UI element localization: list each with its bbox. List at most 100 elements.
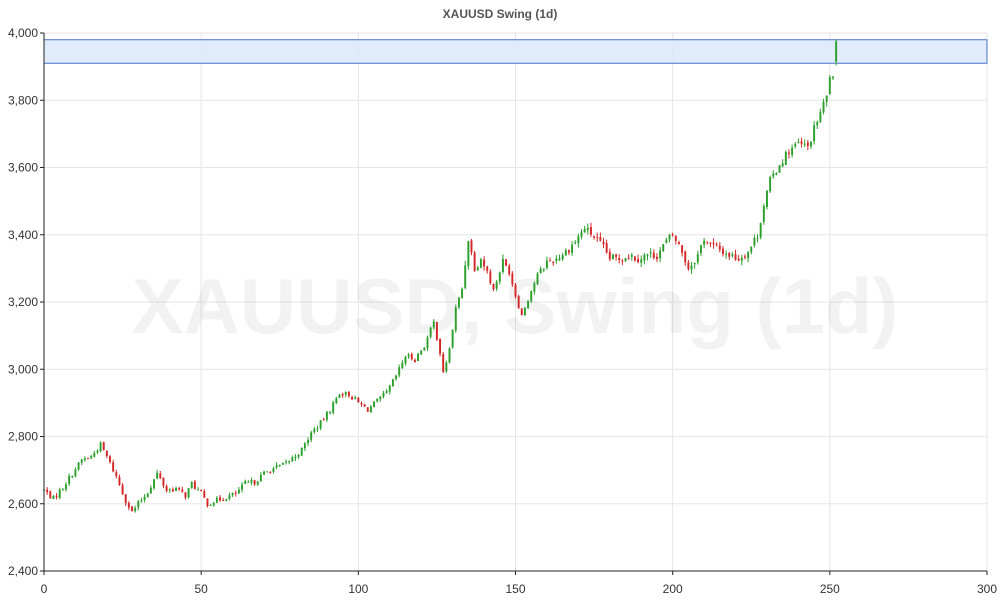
candle-body — [564, 250, 567, 256]
candle-body — [259, 474, 262, 481]
candle-body — [231, 492, 234, 496]
candle-body — [432, 321, 435, 328]
candle-body — [263, 471, 266, 475]
candle-body — [338, 394, 341, 398]
candle-body — [542, 268, 545, 271]
candle-body — [442, 353, 445, 373]
candle-body — [627, 257, 630, 259]
candle-body — [140, 500, 143, 502]
candle-body — [649, 252, 652, 254]
candle-body — [149, 487, 152, 494]
candle-body — [146, 493, 149, 498]
candle-body — [605, 243, 608, 253]
candle-body — [423, 347, 426, 351]
y-tick-label: 2,800 — [8, 430, 38, 444]
candle-body — [643, 254, 646, 261]
candle-body — [668, 234, 671, 240]
candle-body — [52, 496, 55, 500]
candle-body — [395, 375, 398, 379]
candle-body — [175, 488, 177, 491]
candle-body — [307, 440, 310, 444]
candle-body — [593, 236, 596, 238]
candle-body — [558, 258, 561, 260]
candle-body — [479, 259, 482, 268]
candle-body — [684, 251, 687, 263]
x-tick-label: 0 — [41, 582, 48, 596]
candle-body — [93, 453, 96, 457]
candle-body — [247, 481, 250, 483]
candle-body — [162, 477, 165, 486]
candle-body — [165, 486, 168, 492]
candle-body — [624, 258, 627, 262]
candle-body — [376, 398, 379, 402]
candle-body — [391, 379, 394, 387]
candle-body — [630, 255, 633, 257]
candle-body — [71, 475, 74, 477]
candle-body — [583, 228, 586, 233]
candle-body — [429, 327, 432, 337]
candle-body — [687, 262, 690, 270]
candle-body — [325, 411, 328, 420]
candle-body — [156, 472, 159, 479]
candle-body — [659, 250, 662, 259]
candle-body — [662, 244, 665, 252]
candle-body — [527, 300, 530, 309]
candle-body — [725, 253, 728, 255]
candle-body — [439, 339, 442, 354]
candle-body — [49, 491, 52, 499]
candle-body — [470, 240, 473, 253]
candle-body — [511, 273, 514, 285]
price-zone — [43, 39, 988, 64]
candle-body — [637, 258, 640, 263]
candle-body — [545, 260, 548, 268]
candle-body — [96, 450, 99, 453]
candle-body — [530, 291, 533, 301]
candle-body — [520, 308, 523, 316]
candle-body — [498, 272, 501, 282]
candle-body — [225, 499, 228, 501]
candle-body — [102, 442, 105, 451]
chart-title: XAUUSD Swing (1d) — [443, 7, 558, 21]
candle-body — [536, 273, 539, 284]
candle-body — [112, 462, 115, 472]
candle-body — [200, 490, 203, 492]
candle-body — [665, 239, 668, 243]
candle-body — [753, 237, 756, 246]
candle-body — [552, 261, 555, 263]
candles — [43, 39, 838, 513]
y-tick-label: 3,800 — [8, 93, 38, 107]
candle-body — [46, 489, 49, 493]
candle-body — [721, 248, 724, 254]
candle-body — [602, 241, 605, 245]
candle-body — [586, 227, 589, 231]
candle-body — [800, 141, 803, 144]
candle-body — [61, 488, 64, 490]
candle-body — [219, 497, 222, 501]
candle-body — [640, 259, 643, 263]
candle-body — [206, 498, 209, 507]
candle-body — [65, 484, 67, 490]
candle-body — [501, 258, 504, 272]
candle-body — [55, 495, 58, 498]
candle-body — [571, 244, 574, 253]
candle-body — [677, 242, 680, 245]
candle-body — [750, 246, 753, 253]
x-tick-label: 100 — [348, 582, 368, 596]
candle-body — [401, 362, 404, 368]
candle-body — [417, 353, 420, 362]
candle-body — [310, 432, 313, 440]
candle-body — [181, 489, 184, 492]
candle-body — [300, 447, 303, 456]
candle-body — [495, 281, 498, 289]
candle-body — [549, 260, 552, 262]
candle-body — [184, 492, 187, 498]
candle-body — [806, 142, 809, 147]
candle-body — [791, 147, 794, 156]
candle-body — [385, 391, 388, 393]
candle-body — [759, 223, 762, 238]
candle-body — [615, 254, 618, 257]
candle-body — [728, 253, 731, 257]
candle-body — [555, 258, 558, 262]
candle-body — [58, 489, 61, 498]
